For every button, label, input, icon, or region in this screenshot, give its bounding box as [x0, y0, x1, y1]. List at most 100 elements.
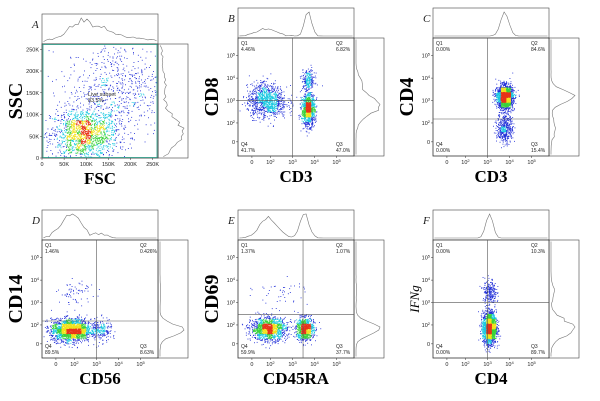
event-point	[109, 72, 111, 74]
event-point	[83, 126, 85, 128]
event-point	[306, 72, 308, 73]
event-point	[63, 151, 65, 153]
event-point	[88, 130, 90, 132]
event-point	[106, 123, 108, 125]
event-point	[112, 107, 113, 109]
event-point	[259, 91, 261, 93]
event-point	[121, 99, 123, 101]
event-point	[79, 121, 80, 123]
x-tick-label: 250K	[146, 162, 159, 168]
event-point	[80, 122, 82, 124]
event-point	[517, 89, 519, 91]
event-point	[71, 152, 73, 153]
event-point	[306, 131, 308, 133]
event-point	[309, 79, 311, 81]
event-point	[143, 111, 145, 113]
event-point	[265, 93, 267, 95]
event-point	[257, 100, 258, 102]
event-point	[306, 97, 308, 99]
event-point	[116, 104, 118, 106]
event-point	[287, 98, 289, 100]
event-point	[510, 103, 512, 105]
event-point	[306, 124, 308, 126]
event-point	[254, 98, 256, 100]
event-point	[277, 106, 279, 108]
event-point	[309, 82, 310, 84]
event-point	[88, 131, 90, 133]
event-point	[70, 119, 71, 121]
event-point	[306, 80, 307, 82]
event-point	[306, 119, 308, 121]
event-point	[54, 121, 56, 123]
event-point	[77, 57, 79, 58]
event-point	[108, 155, 110, 157]
event-point	[248, 101, 250, 102]
event-point	[65, 150, 67, 152]
event-point	[92, 117, 94, 119]
event-point	[305, 96, 307, 98]
event-point	[264, 84, 266, 86]
event-point	[84, 142, 86, 144]
event-point	[277, 87, 279, 88]
event-point	[68, 118, 69, 120]
event-point	[94, 152, 96, 154]
event-point	[271, 103, 273, 105]
event-point	[66, 129, 68, 131]
event-point	[288, 105, 290, 106]
event-point	[279, 93, 281, 94]
event-point	[86, 80, 88, 82]
event-point	[90, 107, 92, 109]
event-point	[510, 81, 512, 83]
event-point	[289, 109, 291, 110]
event-point	[121, 78, 123, 80]
event-point	[314, 104, 315, 106]
event-point	[508, 108, 510, 110]
event-point	[130, 119, 132, 121]
event-point	[304, 116, 306, 118]
event-point	[90, 116, 92, 118]
event-point	[108, 124, 109, 126]
event-point	[270, 105, 272, 106]
event-point	[109, 114, 111, 116]
event-point	[500, 132, 502, 134]
event-point	[94, 115, 96, 117]
event-point	[111, 125, 113, 127]
event-point	[274, 95, 276, 97]
event-point	[303, 108, 305, 109]
x-axis-label: CD3	[279, 167, 312, 186]
event-point	[97, 137, 99, 139]
event-point	[311, 113, 313, 115]
event-point	[256, 108, 257, 110]
event-point	[119, 55, 121, 57]
event-point	[260, 87, 262, 89]
event-point	[498, 132, 500, 134]
event-point	[67, 139, 69, 141]
event-point	[77, 142, 79, 144]
event-point	[100, 112, 102, 114]
event-point	[85, 116, 87, 118]
event-point	[266, 86, 268, 88]
event-point	[140, 56, 142, 58]
event-point	[69, 152, 71, 154]
event-point	[139, 115, 141, 117]
event-point	[75, 114, 77, 116]
event-point	[258, 94, 260, 95]
event-point	[70, 142, 72, 144]
event-point	[260, 107, 261, 109]
event-point	[98, 143, 100, 144]
event-point	[256, 102, 257, 104]
event-point	[85, 115, 87, 117]
event-point	[126, 65, 128, 67]
event-point	[306, 99, 308, 101]
event-point	[307, 113, 309, 114]
y-tick-label: 105	[227, 52, 236, 60]
event-point	[97, 104, 99, 106]
event-point	[88, 145, 90, 146]
event-point	[266, 98, 268, 100]
event-point	[101, 133, 103, 135]
event-point	[313, 117, 315, 119]
event-point	[251, 96, 253, 98]
event-point	[82, 121, 84, 123]
event-point	[278, 113, 280, 115]
event-point	[309, 103, 310, 105]
